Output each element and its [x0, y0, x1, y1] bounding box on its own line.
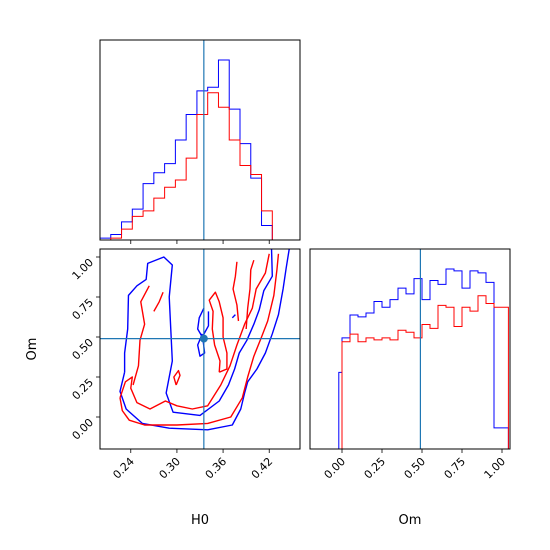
- om-ytick-label: 0.00: [70, 416, 97, 443]
- contour-series_b-8: [245, 259, 255, 330]
- h0-histogram-series-2: [100, 92, 294, 241]
- joint-contour-panel: 0.24 0.30 0.36 0.42 0.00 0.25 0.50 0.75 1.00 H0…: [25, 248, 301, 528]
- contour-series_a-5: [231, 314, 236, 319]
- h0-axis-label: H0: [191, 513, 209, 528]
- om-histogram-frame: [309, 248, 511, 450]
- contour-series_a-2: [123, 249, 274, 417]
- om-ytick-label: 0.50: [70, 336, 97, 363]
- contour-series_b-6: [208, 291, 228, 373]
- om-histogram-series-1: [326, 268, 509, 450]
- om-ytick-label: 1.00: [70, 256, 97, 283]
- om-ytick-label: 0.75: [70, 296, 97, 323]
- joint-contour-frame: [99, 248, 301, 450]
- h0-histogram-frame: [99, 39, 301, 241]
- h0-histogram-series-1: [99, 59, 294, 241]
- truth-point-marker: [199, 334, 208, 343]
- h0-xtick-label: 0.24: [110, 455, 137, 482]
- h0-xtick-label: 0.42: [249, 455, 276, 482]
- om-hist-xtick-label: 1.00: [482, 455, 509, 482]
- om-hist-xtick-label: 0.25: [362, 455, 389, 482]
- om-axis-label-bottom: Om: [399, 513, 422, 528]
- om-ytick-label: 0.25: [70, 376, 97, 403]
- om-histogram-panel: 0.00 0.25 0.50 0.75 1.00 Om: [309, 248, 511, 528]
- h0-xtick-label: 0.30: [157, 455, 184, 482]
- contour-series_b-4: [153, 291, 164, 312]
- contour-series_b-3: [132, 285, 150, 386]
- contour-series_a-4: [196, 307, 210, 338]
- om-histogram-series-2: [326, 295, 509, 450]
- contour-series_b-1: [119, 253, 280, 426]
- h0-histogram-panel: [99, 39, 301, 244]
- om-hist-xtick-label: 0.00: [322, 455, 349, 482]
- contour-series_a-1: [119, 249, 290, 431]
- contour-series_b-5: [173, 369, 181, 386]
- contour-series_b-7: [232, 261, 240, 322]
- h0-xtick-label: 0.36: [203, 455, 230, 482]
- om-hist-xtick-label: 0.50: [402, 455, 429, 482]
- om-hist-xtick-label: 0.75: [442, 455, 469, 482]
- om-axis-label-left: Om: [25, 338, 40, 361]
- contour-series_b-2: [119, 253, 270, 410]
